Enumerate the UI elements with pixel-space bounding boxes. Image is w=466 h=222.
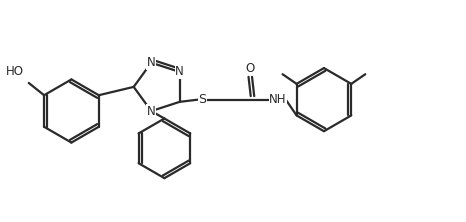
Text: N: N [175,65,184,78]
Text: NH: NH [269,93,287,106]
Text: HO: HO [6,65,23,78]
Text: S: S [199,93,206,106]
Text: N: N [147,105,156,118]
Text: O: O [246,61,255,75]
Text: N: N [147,56,156,69]
